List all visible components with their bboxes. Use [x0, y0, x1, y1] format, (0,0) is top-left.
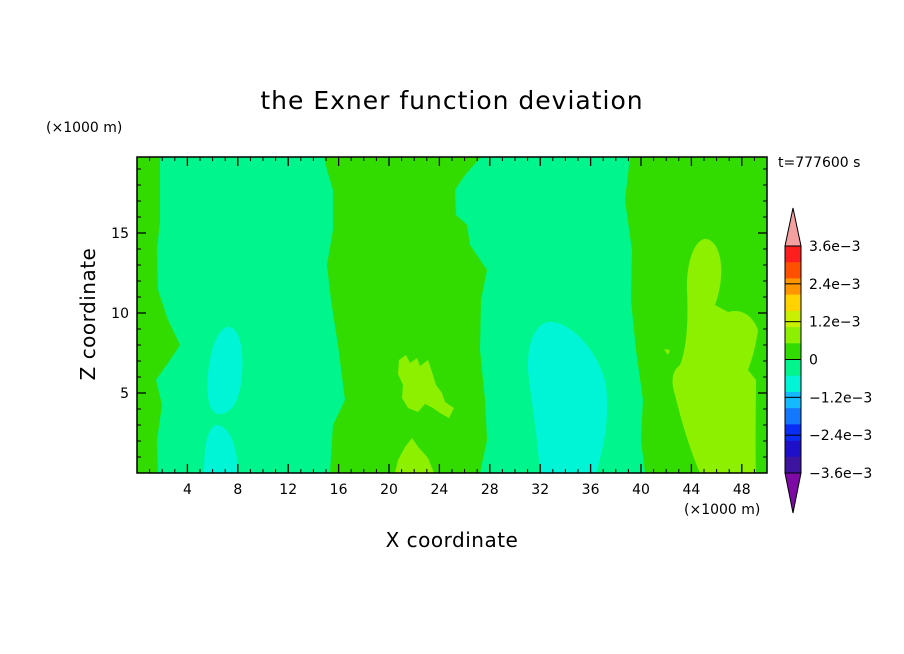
colorbar-segment: [785, 310, 801, 328]
colorbar-segment: [785, 456, 801, 474]
x-tick-label: 48: [733, 482, 751, 498]
colorbar-segment: [785, 343, 801, 360]
region-positive-east-speck: [664, 349, 670, 355]
colorbar-segment: [785, 278, 801, 295]
colorbar-segment: [785, 424, 801, 441]
colorbar-tick-label: 1.2e−3: [809, 315, 861, 331]
region-negative-west: [156, 157, 345, 473]
region-min-west-upper: [207, 326, 243, 415]
colorbar-tick-label: 3.6e−3: [809, 239, 861, 255]
colorbar-top-triangle: [784, 207, 802, 247]
x-tick-label: 32: [531, 482, 549, 498]
colorbar-tick-label: −2.4e−3: [809, 428, 872, 444]
z-tick-label: 10: [111, 306, 129, 322]
time-label: t=777600 s: [778, 155, 861, 171]
x-tick-label: 20: [380, 482, 398, 498]
x-tick-label: 8: [233, 482, 242, 498]
colorbar-segment: [785, 327, 801, 344]
colorbar-segment: [785, 375, 801, 393]
colorbar-segment: [785, 391, 801, 409]
z-tick-label: 15: [111, 226, 129, 242]
region-positive-east: [672, 238, 758, 473]
x-axis-label: X coordinate: [385, 528, 519, 552]
colorbar-segment: [785, 246, 801, 263]
colorbar-tick-label: 2.4e−3: [809, 277, 861, 293]
colorbar-bottom-triangle: [784, 472, 802, 514]
x-tick-label: 28: [481, 482, 499, 498]
x-tick-label: 36: [582, 482, 600, 498]
colorbar-segment: [785, 440, 801, 458]
colorbar-segment: [785, 294, 801, 312]
x-tick-label: 12: [279, 482, 297, 498]
colorbar-segment: [785, 408, 801, 425]
z-axis-label: Z coordinate: [76, 247, 100, 381]
region-min-east: [527, 321, 608, 473]
region-positive-central: [398, 355, 454, 418]
x-axis-ticks: 4 8 12 16 20 24 28 32 36 40 44 48: [149, 157, 755, 498]
z-axis-unit: (×1000 m): [46, 120, 123, 136]
z-tick-label: 5: [120, 386, 129, 402]
colorbar-tick-label: 0: [809, 353, 818, 369]
colorbar-tick-label: −3.6e−3: [809, 466, 872, 482]
colorbar-segment: [785, 359, 801, 377]
z-axis-ticks: 5 10 15: [111, 168, 767, 458]
contour-field: [137, 157, 767, 473]
x-axis-unit: (×1000 m): [684, 502, 761, 518]
region-min-west-lower: [204, 425, 238, 473]
colorbar-segment: [785, 262, 801, 279]
colorbar-tick-label: −1.2e−3: [809, 390, 872, 406]
x-tick-label: 44: [682, 482, 700, 498]
chart-title: the Exner function deviation: [260, 86, 644, 115]
x-tick-label: 24: [430, 482, 448, 498]
x-tick-label: 40: [632, 482, 650, 498]
x-tick-label: 4: [183, 482, 192, 498]
x-tick-label: 16: [330, 482, 348, 498]
region-positive-central-bottom: [395, 438, 434, 473]
colorbar: 3.6e−3 2.4e−3 1.2e−3 0 −1.2e−3 −2.4e−3 −3.6e−3: [784, 207, 872, 514]
